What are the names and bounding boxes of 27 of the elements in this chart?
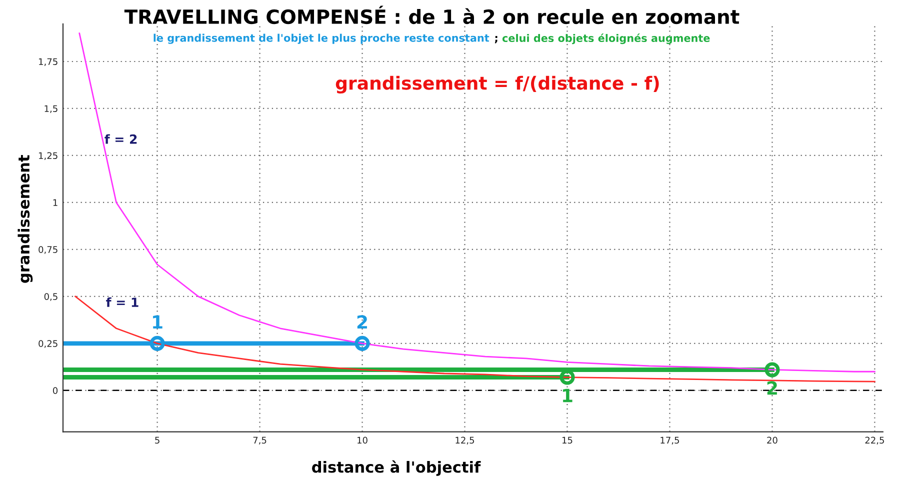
- series-label: f = 1: [106, 297, 138, 307]
- annotation: 1: [562, 388, 572, 402]
- y-axis-title: grandissement: [18, 155, 33, 283]
- text: le grandissement de l'objet le plus proche reste constant ; celui des objets éloignés augmente: [154, 34, 710, 44]
- annotation: 2: [357, 315, 367, 329]
- y-tick-label: 1,75: [39, 58, 58, 66]
- y-tick-label: 0,5: [44, 293, 58, 301]
- x-tick-label: 20: [767, 436, 778, 444]
- x-tick-label: 22,5: [865, 436, 884, 445]
- x-tick-label: 17,5: [660, 436, 679, 445]
- annotation: 1: [153, 315, 162, 329]
- x-tick-label: 12,5: [456, 436, 474, 445]
- annotation: 2: [767, 381, 777, 395]
- x-tick-label: 5: [155, 436, 160, 444]
- y-tick-label: 0,25: [38, 340, 58, 348]
- chart-title: TRAVELLING COMPENSÉ : de 1 à 2 on recule en zoomant: [124, 6, 740, 24]
- y-tick-label: 1,5: [44, 105, 58, 113]
- y-tick-label: 0: [52, 387, 58, 394]
- x-axis-title: distance à l'objectif: [312, 460, 481, 476]
- x-tick-label: 15: [562, 436, 572, 444]
- y-tick-label: 1,25: [39, 152, 58, 160]
- annotation: grandissement = f/(distance - f): [336, 76, 659, 94]
- y-tick-label: 1: [53, 199, 58, 206]
- x-tick-label: 7,5: [253, 436, 266, 445]
- x-tick-label: 10: [358, 436, 368, 444]
- series-label: f = 2: [104, 134, 137, 144]
- y-tick-label: 0,75: [38, 246, 58, 254]
